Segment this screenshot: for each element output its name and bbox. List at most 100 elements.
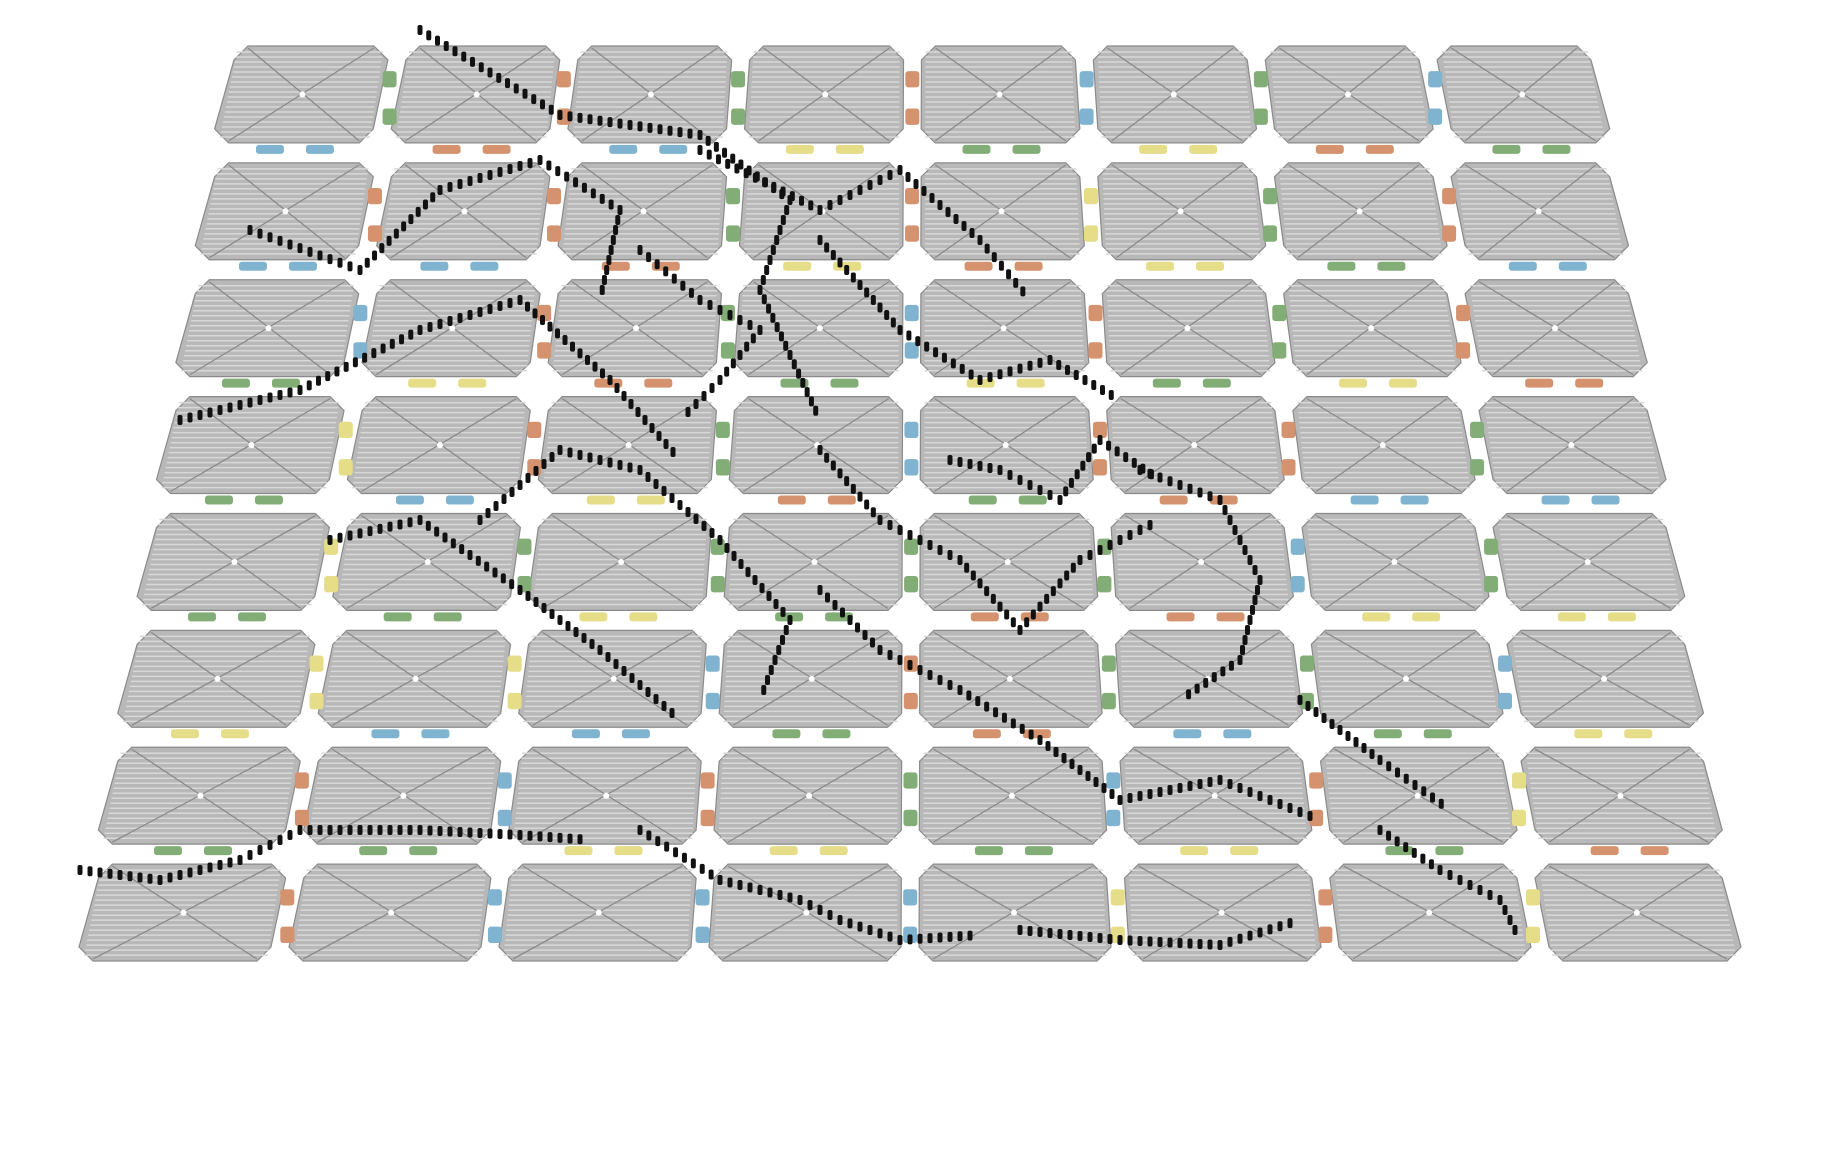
drawing-dot (267, 840, 273, 850)
drawing-dot (177, 870, 183, 880)
drawing-dot (1167, 937, 1173, 948)
drawing-dot (287, 830, 293, 840)
linker-bar (1101, 692, 1116, 710)
drawing-dot (857, 491, 863, 502)
drawing-dot (766, 591, 772, 601)
drawing-dot (725, 158, 731, 169)
drawing-dot (747, 882, 753, 893)
drawing-dot (1203, 677, 1209, 688)
linker-bar (1365, 144, 1394, 154)
origami-tile (1319, 746, 1518, 845)
drawing-dot (614, 383, 620, 393)
helix-bundle (200, 168, 369, 255)
drawing-dot (450, 538, 456, 549)
linker-bar (1290, 538, 1305, 555)
drawing-dot (673, 847, 679, 858)
drawing-dot (707, 300, 713, 310)
linker-bar (1315, 144, 1344, 154)
horizontal-linker (564, 846, 643, 856)
drawing-dot (437, 185, 443, 195)
drawing-dot (897, 165, 903, 175)
drawing-dot (1017, 363, 1023, 374)
linker-bar (726, 225, 741, 242)
drawing-dot (1403, 842, 1409, 853)
linker-bar (1456, 342, 1471, 359)
drawing-dot (217, 405, 223, 415)
drawing-dot (897, 935, 903, 945)
drawing-dot (970, 570, 976, 581)
origami-tile (1273, 162, 1448, 261)
drawing-dot (877, 515, 883, 525)
drawing-dot (613, 225, 619, 235)
linker-bar (517, 538, 532, 555)
drawing-dot (517, 830, 523, 840)
drawing-dot (1217, 495, 1223, 505)
linker-bar (203, 846, 232, 856)
drawing-dot (867, 925, 873, 935)
drawing-dot (1077, 555, 1083, 565)
origami-tile (1101, 279, 1276, 378)
drawing-dot (1157, 472, 1163, 483)
drawing-dot (722, 147, 728, 158)
drawing-dot (1228, 660, 1234, 671)
tile-center-hole (1633, 909, 1640, 916)
drawing-dot (485, 508, 491, 518)
linker-bar (1110, 889, 1125, 906)
drawing-dot (907, 530, 913, 540)
drawing-dot (417, 825, 423, 835)
drawing-dot (327, 535, 333, 545)
origami-tile (346, 396, 531, 495)
linker-bar (769, 846, 798, 856)
drawing-dot (800, 377, 806, 388)
drawing-dot (780, 186, 786, 197)
drawing-dot (796, 368, 802, 379)
drawing-dot (917, 933, 923, 944)
drawing-dot (813, 405, 819, 416)
drawing-dot (1313, 707, 1319, 717)
drawing-dot (1157, 787, 1163, 797)
tile-center-hole (400, 792, 407, 799)
drawing-dot (1057, 495, 1063, 505)
linker-bar (1512, 809, 1527, 827)
horizontal-linker (1159, 495, 1238, 505)
linker-bar (445, 495, 474, 505)
drawing-dot (435, 35, 440, 46)
drawing-stroke (247, 155, 623, 295)
linker-bar (359, 846, 388, 856)
linker-bar (497, 772, 512, 789)
vertical-linker (905, 187, 920, 242)
linker-bar (1388, 378, 1417, 388)
drawing-dot (581, 182, 587, 193)
drawing-dot (364, 257, 370, 268)
drawing-dot (347, 530, 353, 541)
drawing-dot (1017, 475, 1023, 485)
linker-bar (1508, 261, 1537, 271)
drawing-dot (447, 182, 453, 192)
linker-bar (614, 846, 643, 856)
drawing-dot (287, 387, 293, 398)
drawing-dot (610, 235, 616, 245)
drawing-dot (549, 452, 555, 462)
drawing-dot (417, 25, 423, 35)
helix-bundle (1539, 869, 1736, 956)
tile-center-hole (424, 558, 431, 565)
linker-bar (487, 889, 502, 906)
linker-bar (835, 144, 864, 154)
drawing-dot (1147, 520, 1153, 530)
drawing-dot (977, 375, 983, 385)
drawing-dot (1428, 859, 1434, 870)
origami-tile (743, 45, 905, 144)
drawing-dot (1024, 617, 1030, 628)
drawing-dot (844, 476, 850, 487)
linker-bar (1338, 378, 1367, 388)
drawing-dot (1507, 915, 1513, 925)
tile-center-hole (1191, 442, 1198, 449)
origami-tile (498, 863, 697, 962)
linker-bar (904, 459, 919, 476)
drawing-dot (907, 660, 913, 670)
drawing-dot (776, 645, 782, 655)
drawing-dot (581, 633, 587, 643)
linker-bar (705, 655, 720, 672)
drawing-dot (1013, 277, 1019, 288)
drawing-dot (877, 175, 883, 185)
